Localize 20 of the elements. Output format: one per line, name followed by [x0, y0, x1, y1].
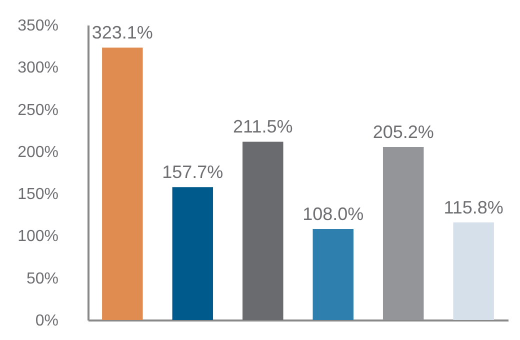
- bar: [102, 48, 143, 320]
- y-tick-label: 0%: [35, 312, 58, 330]
- y-tick-label: 150%: [18, 186, 58, 204]
- bar: [242, 142, 284, 320]
- y-tick-label: 50%: [26, 270, 58, 288]
- y-tick-label: 300%: [18, 60, 58, 77]
- y-tick-label: 250%: [18, 102, 58, 119]
- bar: [382, 147, 424, 320]
- bar: [312, 228, 354, 320]
- y-tick-label: 100%: [18, 228, 58, 246]
- data-label: 323.1%: [92, 22, 153, 43]
- data-label: 211.5%: [233, 116, 293, 137]
- data-label: 205.2%: [372, 122, 434, 142]
- data-label: 157.7%: [162, 162, 224, 182]
- bar: [453, 222, 494, 320]
- bar: [172, 187, 214, 320]
- y-tick-label: 350%: [18, 18, 58, 34]
- data-label: 115.8%: [444, 197, 504, 218]
- data-label: 108.0%: [302, 204, 364, 224]
- y-tick-label: 200%: [18, 144, 58, 161]
